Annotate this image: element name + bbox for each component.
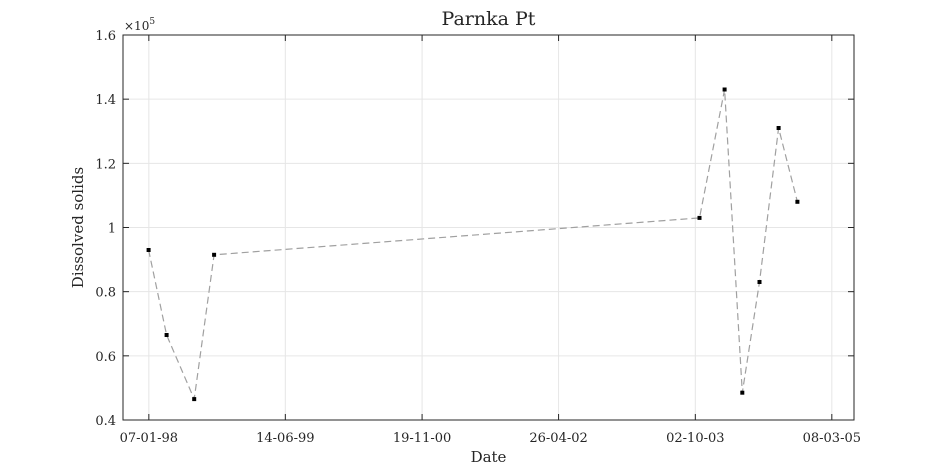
x-tick-label: 02-10-03 [666,431,724,446]
data-point [740,390,745,395]
x-tick-label: 19-11-00 [393,431,451,446]
x-tick-label: 07-01-98 [120,431,178,446]
data-point [164,333,169,337]
data-point [776,126,781,130]
y-tick-label: 0.4 [95,414,116,429]
y-axis-label: Dissolved solids [69,167,87,288]
data-point [757,280,762,284]
y-tick-label: 1.6 [95,29,116,44]
data-point [192,397,197,402]
y-exponent-base: ×10 [124,19,149,33]
data-point [795,199,800,204]
axis-ticks [123,34,854,421]
series-markers [146,87,800,402]
x-tick-labels: 07-01-98 14-06-99 19-11-00 26-04-02 02-10-03… [120,431,861,446]
y-tick-labels: 0.4 0.6 0.8 1 1.2 1.4 1.6 [95,29,116,429]
x-tick-label: 26-04-02 [529,431,587,446]
x-tick-label: 08-03-05 [803,431,861,446]
data-point [212,252,217,257]
y-tick-label: 0.6 [95,350,116,365]
y-tick-label: 0.8 [95,286,116,301]
y-exponent-power: 5 [149,17,155,27]
grid-lines [123,34,854,421]
series-line [148,89,798,402]
y-tick-label: 1.4 [95,93,116,108]
x-axis-label: Date [471,448,507,466]
y-tick-label: 1.2 [95,157,116,172]
chart-title: Parnka Pt [442,8,536,30]
data-point [722,87,727,92]
data-point [146,248,151,252]
x-tick-label: 14-06-99 [256,431,314,446]
data-point [697,215,702,220]
y-exponent-label: ×105 [124,17,155,33]
y-tick-label: 1 [108,222,116,237]
